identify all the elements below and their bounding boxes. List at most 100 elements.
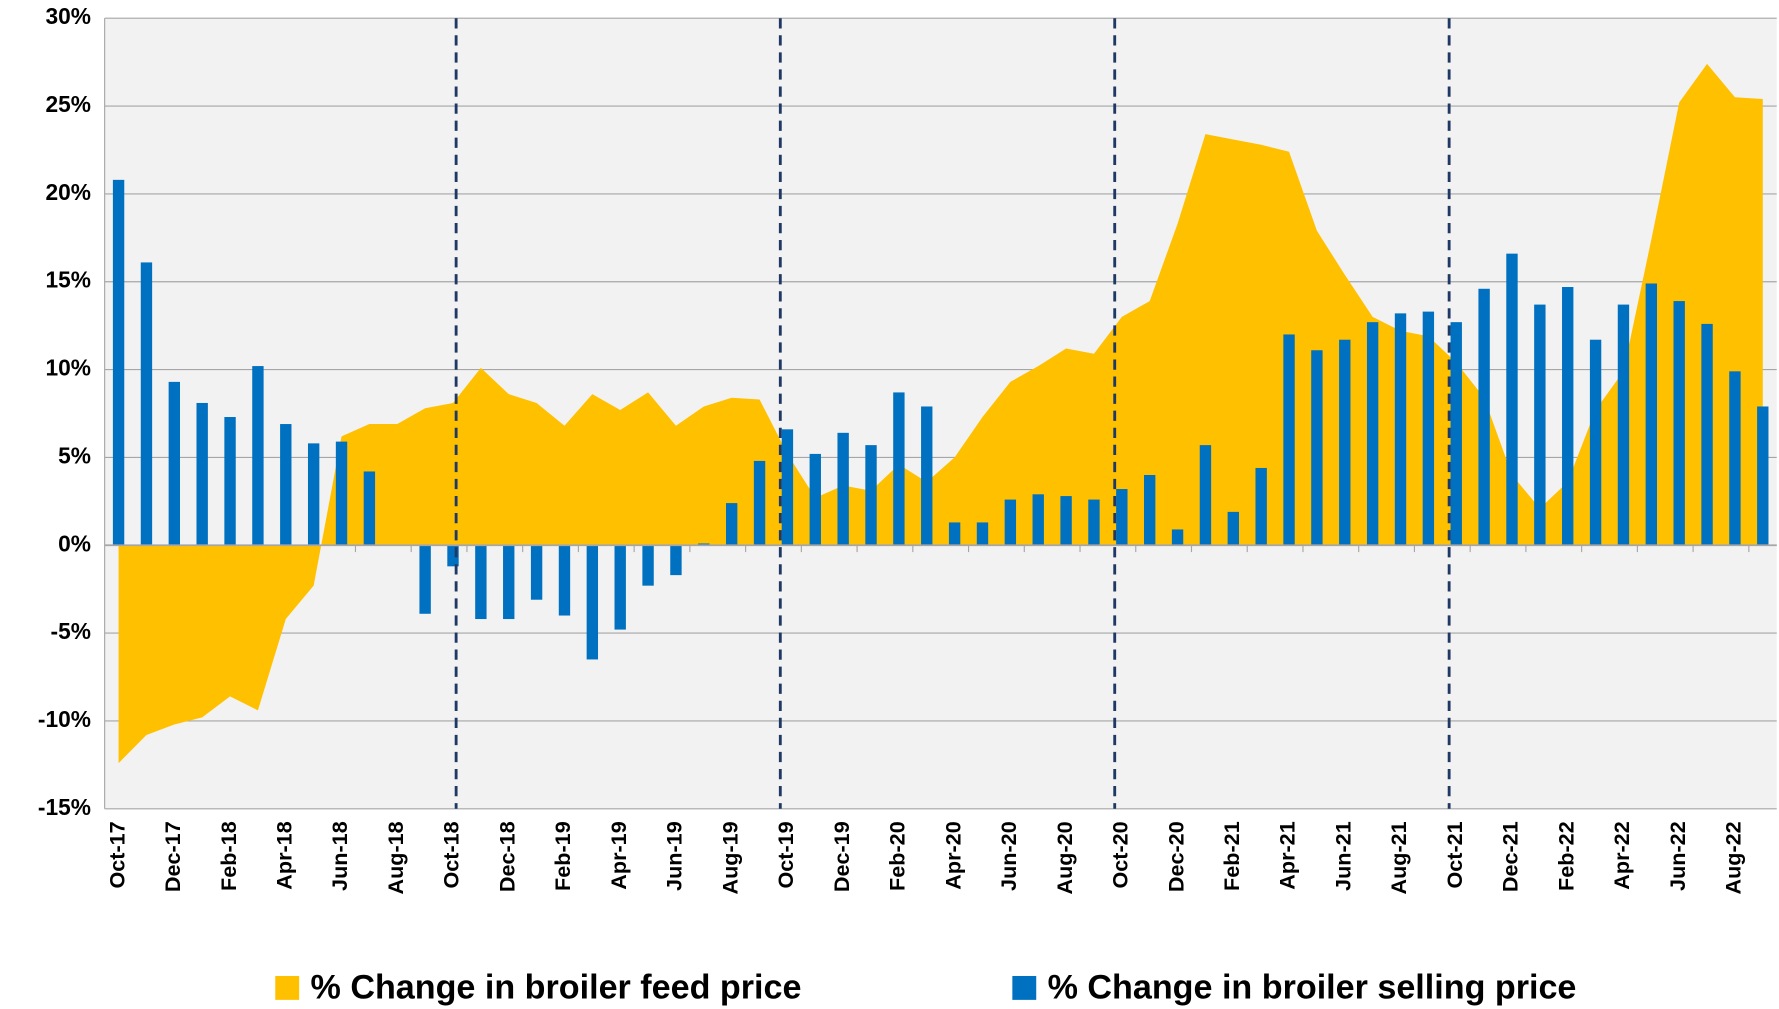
x-tick-label: Aug-22 bbox=[1721, 821, 1746, 894]
y-tick-label: 10% bbox=[45, 355, 91, 381]
x-tick-label: Feb-21 bbox=[1219, 821, 1244, 891]
x-tick-label: Dec-21 bbox=[1498, 821, 1523, 892]
bar bbox=[475, 545, 487, 620]
bar bbox=[1283, 334, 1295, 546]
bar bbox=[1394, 313, 1407, 546]
bar bbox=[1673, 301, 1685, 546]
x-tick-label: Apr-22 bbox=[1609, 821, 1634, 889]
x-tick-label: Apr-18 bbox=[271, 821, 296, 889]
bar bbox=[1534, 304, 1546, 546]
bar bbox=[921, 406, 933, 546]
bar bbox=[419, 545, 431, 614]
x-tick-label: Aug-20 bbox=[1052, 821, 1077, 894]
bar bbox=[558, 545, 571, 616]
x-tick-label: Feb-22 bbox=[1553, 821, 1578, 891]
x-tick-label: Apr-21 bbox=[1275, 821, 1300, 889]
y-tick-label: 5% bbox=[58, 442, 91, 468]
bar bbox=[1589, 339, 1602, 546]
bar bbox=[586, 545, 599, 660]
x-tick-label: Dec-17 bbox=[160, 821, 185, 892]
bar bbox=[224, 417, 236, 546]
bar bbox=[168, 381, 181, 546]
bar bbox=[865, 445, 877, 546]
bar bbox=[948, 522, 961, 546]
x-tick-label: Oct-20 bbox=[1108, 821, 1133, 888]
plot-background bbox=[104, 18, 1777, 809]
bar bbox=[614, 545, 626, 630]
bar bbox=[753, 460, 766, 546]
bar bbox=[1060, 496, 1072, 546]
x-tick-label: Feb-18 bbox=[216, 821, 241, 891]
x-tick-label: Oct-18 bbox=[439, 821, 464, 888]
x-tick-label: Feb-20 bbox=[885, 821, 910, 891]
bar bbox=[307, 443, 320, 546]
bar bbox=[1004, 499, 1017, 546]
bar bbox=[196, 402, 208, 546]
bar bbox=[893, 392, 905, 546]
x-tick-label: Jun-18 bbox=[327, 821, 352, 891]
legend-swatch bbox=[1012, 975, 1037, 1000]
bar bbox=[1227, 511, 1239, 546]
bar bbox=[1617, 304, 1630, 546]
y-tick-label: 30% bbox=[45, 3, 91, 29]
x-tick-label: Aug-19 bbox=[717, 821, 742, 894]
x-tick-label: Apr-20 bbox=[940, 821, 965, 889]
x-tick-label: Jun-21 bbox=[1330, 821, 1355, 891]
bar bbox=[809, 453, 821, 546]
bar bbox=[1339, 339, 1351, 546]
bar bbox=[976, 522, 989, 546]
x-tick-label: Feb-19 bbox=[550, 821, 575, 891]
y-tick-label: 20% bbox=[45, 179, 91, 205]
bar bbox=[1255, 467, 1267, 546]
y-tick-label: 15% bbox=[45, 267, 91, 293]
bar bbox=[140, 262, 153, 546]
legend-swatch bbox=[275, 975, 300, 1000]
bar bbox=[530, 545, 543, 600]
x-tick-label: Oct-17 bbox=[104, 821, 129, 888]
bar bbox=[1450, 322, 1462, 546]
x-tick-label: Apr-19 bbox=[606, 821, 631, 889]
x-tick-label: Oct-21 bbox=[1442, 821, 1467, 888]
bar bbox=[1199, 445, 1212, 546]
bar bbox=[503, 545, 515, 620]
bar bbox=[1144, 474, 1156, 546]
x-tick-label: Oct-19 bbox=[773, 821, 798, 888]
year-dividers bbox=[454, 18, 1451, 809]
bar bbox=[1562, 287, 1574, 546]
bar bbox=[1478, 288, 1490, 546]
bar bbox=[363, 471, 376, 546]
legend-label: % Change in broiler feed price bbox=[311, 969, 802, 1007]
bar bbox=[1645, 283, 1658, 546]
bar bbox=[1701, 323, 1713, 546]
bar bbox=[1088, 499, 1100, 546]
bar bbox=[1311, 350, 1323, 546]
legend-label: % Change in broiler selling price bbox=[1048, 969, 1577, 1007]
bar bbox=[1757, 406, 1769, 546]
bar bbox=[1116, 489, 1128, 546]
grid bbox=[104, 17, 1777, 810]
bar bbox=[280, 424, 292, 546]
bar bbox=[642, 545, 654, 586]
bar bbox=[1366, 322, 1379, 546]
bar bbox=[1032, 494, 1044, 546]
x-tick-label: Jun-19 bbox=[662, 821, 687, 891]
bar bbox=[447, 545, 459, 567]
bar bbox=[781, 429, 794, 546]
bar bbox=[670, 545, 682, 576]
legend: % Change in broiler feed price % Change i… bbox=[275, 969, 1576, 1007]
x-tick-label: Dec-19 bbox=[829, 821, 854, 892]
bar bbox=[1729, 371, 1741, 546]
y-tick-label: -5% bbox=[51, 618, 91, 644]
marks bbox=[104, 63, 1777, 764]
x-tick-label: Aug-18 bbox=[383, 821, 408, 894]
y-tick-label: -15% bbox=[38, 794, 91, 820]
x-tick-label: Dec-18 bbox=[494, 821, 519, 892]
bar bbox=[1422, 311, 1435, 546]
bar bbox=[335, 441, 348, 546]
x-tick-label: Dec-20 bbox=[1163, 821, 1188, 892]
y-tick-label: 0% bbox=[58, 530, 91, 556]
bar bbox=[698, 543, 710, 546]
bar bbox=[725, 503, 738, 546]
